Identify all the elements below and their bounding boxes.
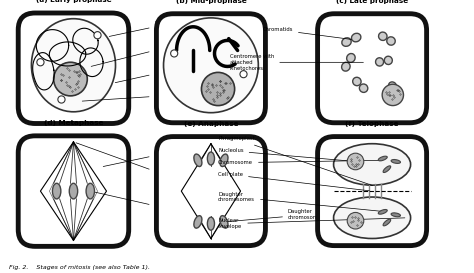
- Text: (f) Telophase: (f) Telophase: [346, 121, 399, 127]
- Ellipse shape: [220, 216, 228, 228]
- Text: Chromosome: Chromosome: [218, 160, 381, 165]
- Circle shape: [382, 84, 403, 106]
- Ellipse shape: [378, 209, 387, 214]
- Ellipse shape: [86, 183, 94, 199]
- Text: Chromatids: Chromatids: [263, 27, 352, 39]
- Ellipse shape: [378, 156, 387, 161]
- Ellipse shape: [31, 19, 116, 112]
- Circle shape: [347, 153, 364, 170]
- Text: Cell plate: Cell plate: [218, 172, 369, 191]
- Ellipse shape: [353, 77, 361, 86]
- Ellipse shape: [207, 217, 214, 230]
- FancyBboxPatch shape: [156, 14, 265, 123]
- Ellipse shape: [383, 219, 391, 226]
- Text: Centromere with
attached
kinetochores: Centromere with attached kinetochores: [230, 54, 364, 71]
- Ellipse shape: [194, 154, 202, 167]
- Ellipse shape: [359, 84, 368, 92]
- Circle shape: [54, 62, 87, 96]
- Ellipse shape: [375, 58, 383, 66]
- FancyBboxPatch shape: [318, 136, 427, 246]
- Circle shape: [347, 212, 364, 229]
- Text: Daughter
chromosomes: Daughter chromosomes: [227, 209, 325, 222]
- Ellipse shape: [387, 37, 395, 45]
- Ellipse shape: [334, 144, 410, 185]
- Text: Fig. 2.    Stages of mitosis (see also Table 1).: Fig. 2. Stages of mitosis (see also Tabl…: [9, 265, 150, 270]
- FancyBboxPatch shape: [18, 136, 129, 246]
- FancyBboxPatch shape: [18, 13, 129, 123]
- Ellipse shape: [389, 82, 397, 90]
- Text: Nucleolus: Nucleolus: [91, 45, 180, 66]
- Ellipse shape: [342, 62, 350, 71]
- Text: (a) Early prophase: (a) Early prophase: [36, 0, 111, 3]
- Text: (d) Metaphase: (d) Metaphase: [44, 120, 103, 126]
- Ellipse shape: [346, 54, 355, 63]
- Text: Spindle fiber: Spindle fiber: [103, 150, 188, 167]
- Circle shape: [164, 18, 258, 113]
- Ellipse shape: [207, 152, 214, 165]
- FancyBboxPatch shape: [156, 136, 265, 246]
- Ellipse shape: [379, 32, 387, 40]
- Text: Chromatids: Chromatids: [93, 192, 185, 212]
- Ellipse shape: [53, 183, 61, 199]
- Ellipse shape: [391, 159, 401, 164]
- Text: (e) Anaphase: (e) Anaphase: [184, 121, 238, 127]
- Text: Pole: Pole: [76, 143, 165, 176]
- Text: (c) Late prophase: (c) Late prophase: [336, 0, 408, 4]
- Ellipse shape: [334, 197, 410, 239]
- Ellipse shape: [69, 183, 78, 199]
- Text: Nuclear
envelope: Nuclear envelope: [115, 66, 179, 83]
- Text: Phragmoplast: Phragmoplast: [218, 136, 373, 185]
- Text: Nucleoplasm: Nucleoplasm: [109, 21, 189, 36]
- Ellipse shape: [342, 38, 351, 46]
- Text: Daughter
chromosomes: Daughter chromosomes: [218, 192, 384, 212]
- Ellipse shape: [220, 154, 228, 167]
- Circle shape: [171, 50, 178, 57]
- Circle shape: [201, 72, 235, 106]
- Circle shape: [94, 32, 101, 39]
- Text: (b) Mid-prophase: (b) Mid-prophase: [175, 0, 246, 4]
- Text: Chromosome: Chromosome: [82, 93, 190, 101]
- Circle shape: [58, 96, 65, 103]
- Ellipse shape: [391, 213, 401, 217]
- Ellipse shape: [352, 33, 361, 42]
- FancyBboxPatch shape: [318, 14, 427, 123]
- Circle shape: [240, 71, 247, 78]
- Ellipse shape: [383, 88, 391, 96]
- Text: Nuclear
envelope: Nuclear envelope: [218, 218, 405, 229]
- Text: Nucleolus: Nucleolus: [218, 148, 353, 161]
- Ellipse shape: [194, 216, 202, 228]
- Circle shape: [37, 59, 44, 66]
- Ellipse shape: [384, 56, 392, 64]
- Ellipse shape: [383, 166, 391, 173]
